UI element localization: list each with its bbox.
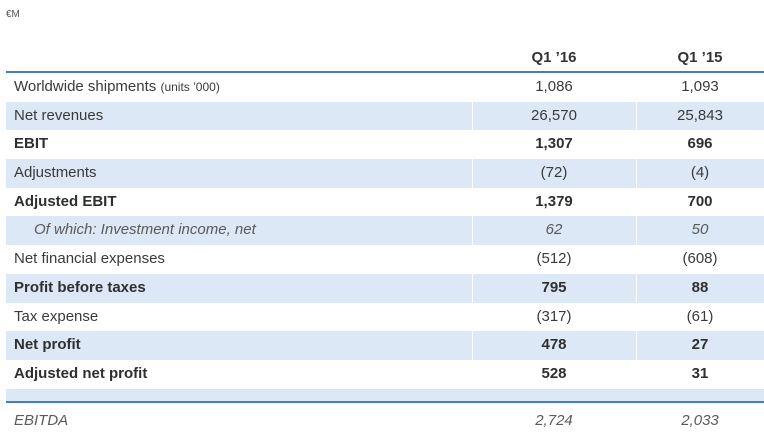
value-q1-16: 1,379 bbox=[535, 192, 573, 210]
ebitda-row: EBITDA 2,724 2,033 bbox=[6, 404, 764, 432]
row-label-text: Net profit bbox=[14, 336, 81, 354]
column-divider bbox=[636, 101, 637, 131]
row-label: Adjusted EBIT bbox=[14, 193, 117, 210]
value-q1-15: 27 bbox=[691, 336, 709, 354]
row-label-text: Tax expense bbox=[14, 307, 99, 325]
value-q1-16: 478 bbox=[541, 336, 567, 354]
row-label-text: Adjusted net profit bbox=[14, 364, 148, 382]
value-q1-15: (608) bbox=[682, 250, 718, 268]
header-divider bbox=[6, 71, 764, 73]
row-label-text: Of which: Investment income, net bbox=[34, 221, 256, 239]
table-row: Profit before taxes 795 88 bbox=[6, 273, 764, 303]
table-row: Of which: Investment income, net 62 50 bbox=[6, 216, 764, 246]
row-label: Worldwide shipments (units ’000) bbox=[14, 78, 220, 95]
row-label-unit: (units ’000) bbox=[160, 80, 220, 94]
ebitda-q1-16: 2,724 bbox=[535, 412, 573, 429]
row-label: Adjusted net profit bbox=[14, 365, 147, 382]
ebitda-label: EBITDA bbox=[14, 412, 69, 429]
column-divider bbox=[636, 273, 637, 303]
value-q1-16: 1,086 bbox=[535, 78, 573, 95]
table-row: Worldwide shipments (units ’000) 1,086 1,0… bbox=[6, 73, 764, 102]
value-q1-15: 31 bbox=[691, 364, 709, 382]
value-q1-16: (317) bbox=[536, 307, 572, 325]
value-q1-15: 696 bbox=[687, 135, 713, 153]
column-divider bbox=[472, 273, 473, 303]
row-label: Profit before taxes bbox=[14, 279, 146, 296]
column-header-q1-15: Q1 ’15 bbox=[677, 49, 723, 66]
value-q1-16: 62 bbox=[545, 221, 563, 239]
row-label-text: Adjustments bbox=[14, 164, 97, 182]
column-divider bbox=[472, 159, 473, 188]
column-divider bbox=[636, 331, 637, 360]
value-q1-15: 88 bbox=[691, 278, 709, 296]
value-q1-15: 700 bbox=[687, 192, 713, 210]
ebitda-divider bbox=[6, 401, 764, 403]
row-label-text: Profit before taxes bbox=[14, 278, 146, 296]
row-label-text: Worldwide shipments bbox=[14, 78, 157, 95]
row-label: EBIT bbox=[14, 135, 48, 152]
row-label-text: Adjusted EBIT bbox=[14, 192, 117, 210]
ebitda-q1-15: 2,033 bbox=[681, 412, 719, 429]
column-divider bbox=[472, 331, 473, 360]
value-q1-15: (4) bbox=[690, 164, 710, 182]
financial-table: Worldwide shipments (units ’000) 1,086 1,0… bbox=[6, 73, 764, 402]
value-q1-16: 795 bbox=[541, 278, 567, 296]
column-divider bbox=[472, 101, 473, 131]
value-q1-16: (512) bbox=[536, 250, 572, 268]
row-label: Net profit bbox=[14, 336, 81, 353]
table-header: Q1 ’16 Q1 ’15 bbox=[6, 46, 764, 70]
table-row: Net revenues 26,570 25,843 bbox=[6, 101, 764, 131]
table-row: EBIT 1,307 696 bbox=[6, 130, 764, 159]
column-divider bbox=[472, 216, 473, 246]
row-label: Of which: Investment income, net bbox=[34, 221, 256, 238]
column-divider bbox=[636, 159, 637, 188]
unit-label: €M bbox=[6, 9, 20, 20]
row-label: Adjustments bbox=[14, 164, 97, 181]
row-label-text: Net financial expenses bbox=[14, 250, 165, 268]
table-spacer bbox=[6, 388, 764, 402]
value-q1-15: (61) bbox=[686, 307, 714, 325]
value-q1-16: 528 bbox=[541, 364, 567, 382]
table-row: Adjusted net profit 528 31 bbox=[6, 360, 764, 389]
value-q1-16: 1,307 bbox=[535, 135, 573, 153]
value-q1-16: (72) bbox=[540, 164, 568, 182]
table-row: Net profit 478 27 bbox=[6, 331, 764, 360]
table-row: Tax expense (317) (61) bbox=[6, 303, 764, 332]
row-label-text: Net revenues bbox=[14, 106, 104, 124]
value-q1-16: 26,570 bbox=[531, 106, 577, 124]
row-label: Net financial expenses bbox=[14, 250, 165, 267]
table-row: Net financial expenses (512) (608) bbox=[6, 245, 764, 274]
value-q1-15: 50 bbox=[691, 221, 709, 239]
row-label: Net revenues bbox=[14, 107, 103, 124]
table-row: Adjustments (72) (4) bbox=[6, 159, 764, 188]
column-divider bbox=[636, 216, 637, 246]
table-row: Adjusted EBIT 1,379 700 bbox=[6, 188, 764, 217]
value-q1-15: 25,843 bbox=[677, 106, 723, 124]
row-label-text: EBIT bbox=[14, 135, 49, 153]
value-q1-15: 1,093 bbox=[681, 78, 719, 95]
row-label: Tax expense bbox=[14, 308, 98, 325]
column-header-q1-16: Q1 ’16 bbox=[531, 49, 577, 66]
